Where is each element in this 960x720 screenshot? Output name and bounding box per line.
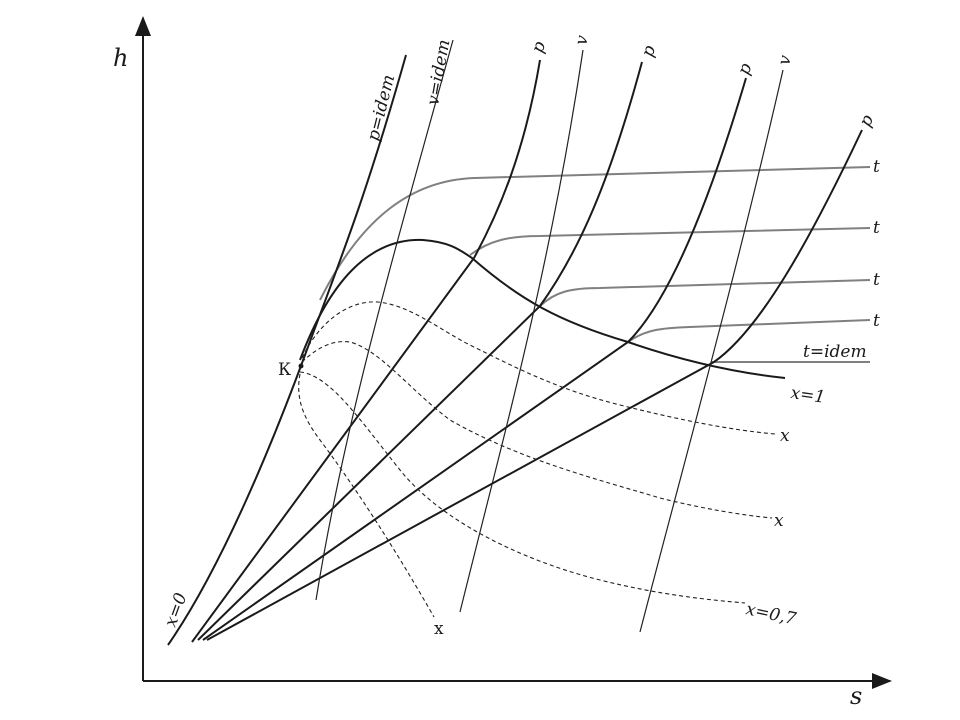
y-axis-label: h [113, 44, 128, 72]
saturated-liquid-curve [167, 54, 407, 646]
t-line-2 [469, 227, 871, 256]
isobar-4 [206, 129, 863, 641]
x0-label: x=0 [161, 590, 192, 630]
dryness-line-1 [301, 301, 776, 435]
isochore-v-idem [315, 39, 454, 601]
t-label-3: t [873, 270, 880, 290]
x-label-2: x [774, 511, 784, 531]
x-axis-label: s [850, 682, 862, 710]
isobar-1 [191, 59, 541, 643]
dryness-line-steep [298, 373, 435, 618]
p-label-2: p [638, 43, 660, 60]
dryness-line-2 [301, 341, 773, 519]
p-label-3: p [734, 61, 757, 78]
isobar-3 [202, 77, 747, 641]
t-label-2: t [873, 218, 880, 238]
x-label-1: x [780, 426, 790, 446]
p-label-1: p [528, 39, 550, 56]
t-line-3 [539, 279, 871, 307]
x-label-3: x [434, 619, 444, 639]
t-idem-label: t=idem [803, 342, 867, 362]
isobar-2 [197, 61, 643, 641]
isochore-2 [459, 49, 584, 613]
t-line-1 [319, 166, 871, 301]
isochore-3 [639, 69, 784, 633]
v-label-1: v [571, 33, 593, 47]
t-label-4: t [873, 311, 880, 331]
p-label-4: p [855, 112, 878, 130]
v-idem-label: v=idem [423, 38, 454, 107]
critical-point-label: К [278, 360, 291, 380]
x1-label: x=1 [789, 383, 826, 408]
critical-point [298, 363, 304, 369]
v-label-2: v [774, 53, 796, 67]
t-label-1: t [873, 157, 880, 177]
x07-label: x=0,7 [744, 599, 798, 629]
t-line-4 [627, 319, 871, 343]
saturated-vapor-curve [299, 238, 786, 379]
p-idem-label: p=idem [363, 73, 399, 143]
